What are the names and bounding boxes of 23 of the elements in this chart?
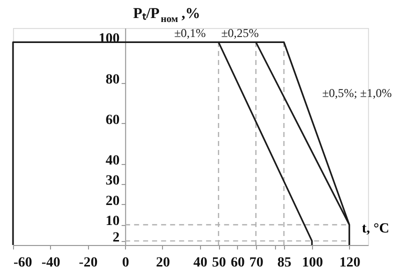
x-axis-title: t, °C bbox=[362, 222, 390, 236]
y-tick-label: 10 bbox=[106, 214, 120, 230]
x-tick-label: 20 bbox=[156, 256, 170, 270]
x-tick-label: 50 bbox=[212, 256, 226, 270]
x-tick-label: 100 bbox=[302, 256, 323, 270]
x-tick-label: 120 bbox=[339, 256, 360, 270]
x-tick-label: 70 bbox=[249, 256, 264, 270]
y-tick-label: 30 bbox=[106, 174, 120, 189]
annotation: ±0,25% bbox=[221, 26, 259, 40]
x-tick-label: 0 bbox=[122, 256, 130, 270]
x-tick-label: 85 bbox=[277, 256, 292, 270]
y-tick-label: 2 bbox=[112, 230, 120, 246]
y-tick-label: 80 bbox=[106, 72, 120, 88]
y-tick-label: 40 bbox=[106, 153, 120, 168]
annotation: ±0,1% bbox=[174, 26, 206, 40]
x-tick-label: -20 bbox=[78, 256, 98, 270]
x-tick-label: -60 bbox=[14, 256, 32, 270]
annotation: ±0,5%; ±1,0% bbox=[322, 86, 392, 100]
x-tick-label: 40 bbox=[193, 256, 208, 270]
y-tick-label: 20 bbox=[106, 194, 120, 209]
y-tick-label: 60 bbox=[106, 112, 120, 128]
x-tick-label: -40 bbox=[42, 256, 60, 270]
x-tick-label: 60 bbox=[230, 256, 245, 270]
